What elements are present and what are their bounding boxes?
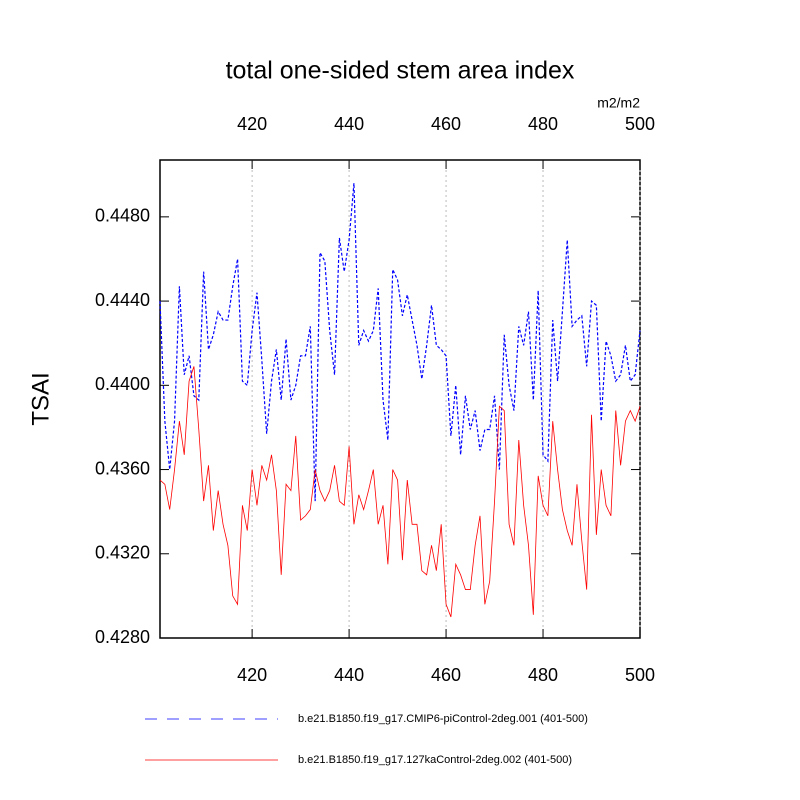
x-tick-label: 460 <box>431 665 461 685</box>
y-tick-label: 0.4480 <box>95 206 150 226</box>
plot-frame <box>159 159 641 639</box>
legend-label: b.e21.B1850.f19_g17.CMIP6-piControl-2deg… <box>298 713 588 725</box>
data-line <box>159 366 641 618</box>
x-tick-label: 480 <box>528 665 558 685</box>
y-axis-label: TSAI <box>27 372 54 425</box>
top-tick-label: 420 <box>237 114 267 134</box>
y-tick-label: 0.4440 <box>95 290 150 310</box>
y-tick-label: 0.4320 <box>95 543 150 563</box>
y-tick-label: 0.4400 <box>95 374 150 394</box>
data-line <box>159 183 641 502</box>
top-tick-label: 500 <box>625 114 655 134</box>
x-tick-label: 420 <box>237 665 267 685</box>
y-tick-label: 0.4280 <box>95 627 150 647</box>
x-tick-label: 440 <box>334 665 364 685</box>
top-tick-label: 440 <box>334 114 364 134</box>
units: m2/m2 <box>597 95 640 111</box>
x-tick-label: 500 <box>625 665 655 685</box>
chart-title: total one-sided stem area index <box>226 57 575 85</box>
top-tick-label: 460 <box>431 114 461 134</box>
y-tick-label: 0.4360 <box>95 458 150 478</box>
legend-label: b.e21.B1850.f19_g17.127kaControl-2deg.00… <box>298 754 572 766</box>
top-tick-label: 480 <box>528 114 558 134</box>
